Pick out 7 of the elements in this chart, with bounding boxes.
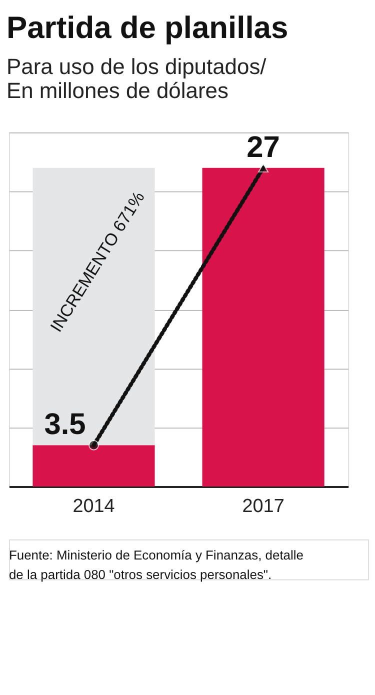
chart-subtitle: Para uso de los diputados/ En millones de dólares [6, 54, 268, 104]
data-label: 3.5 [44, 408, 86, 442]
x-tick-label: 2014 [72, 496, 115, 517]
source-note: Fuente: Ministerio de Economía y Finanzas, detalle de la partida 080 "otros servicios personales". [8, 547, 304, 582]
chart-title: Partida de planillas [6, 10, 288, 46]
x-tick-label: 2017 [242, 496, 284, 517]
data-label: 27 [246, 130, 280, 164]
